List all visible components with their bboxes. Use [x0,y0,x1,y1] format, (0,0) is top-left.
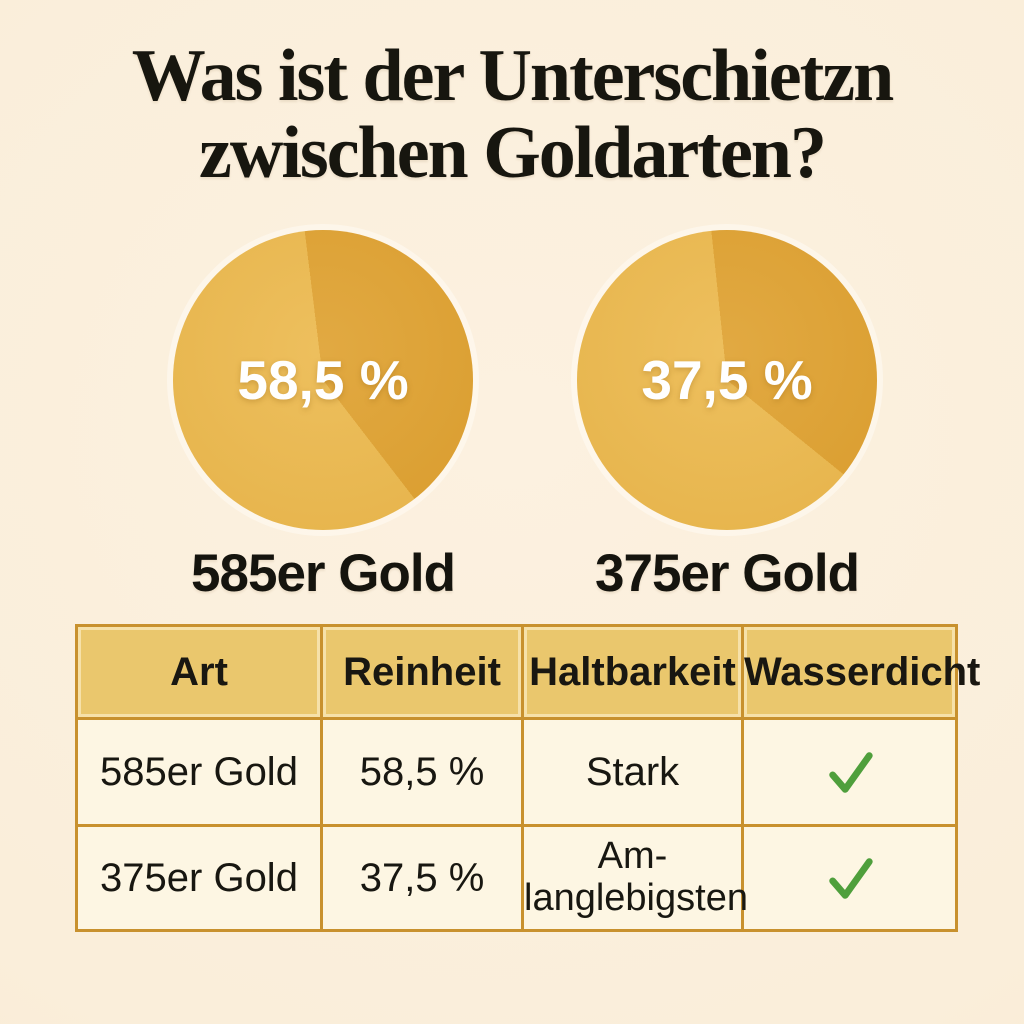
cell-reinheit-585: 58,5 % [320,717,524,827]
header-haltbarkeit: Haltbarkeit [521,624,744,720]
page-title-line-1: Was ist der Unterschietzn [131,35,895,117]
cell-haltbarkeit-585: Stark [521,717,744,827]
cell-wasserdicht-375 [741,824,958,932]
gold-comparison-table: Art Reinheit Haltbarkeit Wasserdicht 585… [75,624,980,932]
page-title-line-2: zwischen Goldarten? [199,111,827,194]
cell-haltbarkeit-375: Am- langlebigsten [521,824,748,932]
page-title: Was ist der Unterschietzn zwischen Golda… [0,38,1024,192]
cell-art-585: 585er Gold [75,717,323,827]
pie-value-label-375: 37,5 % [641,349,813,411]
table-row: 585er Gold 58,5 % Stark [75,717,958,827]
pie-caption-375er-gold: 375er Gold [595,544,860,603]
table-header-row: Art Reinheit Haltbarkeit Wasserdicht [75,624,980,720]
pie-chart-585er-gold: 58,5 % [173,230,473,530]
pie-chart-375er-gold: 37,5 % [577,230,877,530]
cell-wasserdicht-585 [741,717,958,827]
header-reinheit: Reinheit [320,624,524,720]
checkmark-icon [828,858,873,899]
checkmark-icon [828,752,873,793]
header-wasserdicht: Wasserdicht [741,624,980,720]
header-art: Art [75,624,323,720]
pie-caption-585er-gold: 585er Gold [191,544,456,603]
table-row: 375er Gold 37,5 % Am- langlebigsten [75,824,958,932]
pie-value-label-585: 58,5 % [237,349,409,411]
cell-art-375: 375er Gold [75,824,323,932]
cell-reinheit-375: 37,5 % [320,824,524,932]
